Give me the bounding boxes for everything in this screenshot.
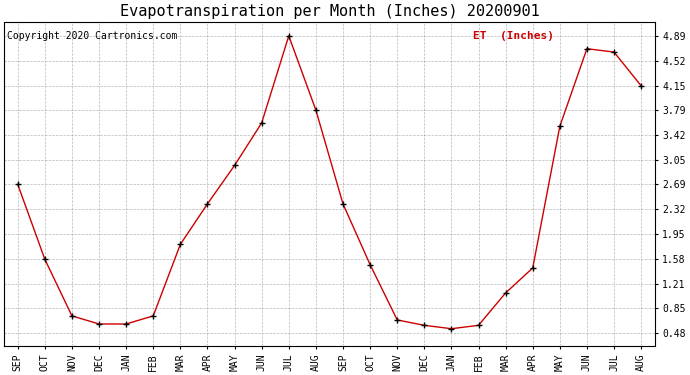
Text: Copyright 2020 Cartronics.com: Copyright 2020 Cartronics.com: [8, 32, 178, 42]
Text: ET  (Inches): ET (Inches): [473, 32, 553, 42]
Title: Evapotranspiration per Month (Inches) 20200901: Evapotranspiration per Month (Inches) 20…: [119, 4, 540, 19]
